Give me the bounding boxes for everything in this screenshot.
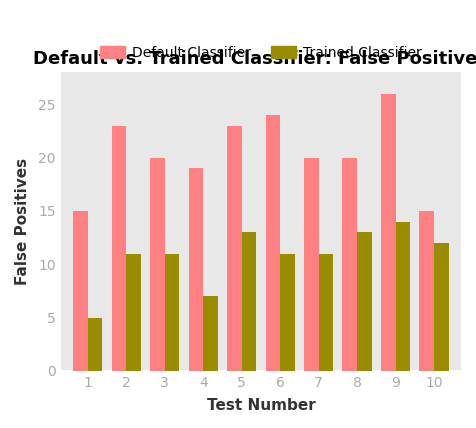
Bar bbox=[150, 158, 165, 371]
Bar bbox=[266, 115, 280, 371]
Y-axis label: False Positives: False Positives bbox=[15, 158, 30, 285]
Legend: Default Classifier, Trained Classifier: Default Classifier, Trained Classifier bbox=[94, 40, 427, 65]
Bar bbox=[343, 158, 357, 371]
Bar bbox=[381, 94, 396, 371]
Bar bbox=[357, 232, 372, 371]
Bar bbox=[396, 222, 410, 371]
Bar bbox=[73, 211, 88, 371]
Bar bbox=[227, 125, 242, 371]
X-axis label: Test Number: Test Number bbox=[207, 398, 315, 413]
Bar bbox=[419, 211, 434, 371]
Bar bbox=[280, 253, 295, 371]
Bar bbox=[434, 243, 449, 371]
Bar bbox=[111, 125, 126, 371]
Bar bbox=[126, 253, 141, 371]
Bar bbox=[242, 232, 256, 371]
Bar bbox=[188, 168, 203, 371]
Bar bbox=[304, 158, 318, 371]
Bar bbox=[318, 253, 333, 371]
Bar bbox=[165, 253, 179, 371]
Bar bbox=[203, 296, 218, 371]
Bar bbox=[88, 318, 102, 371]
Title: Default vs. Trained Classifier: False Positives: Default vs. Trained Classifier: False Po… bbox=[33, 50, 476, 68]
